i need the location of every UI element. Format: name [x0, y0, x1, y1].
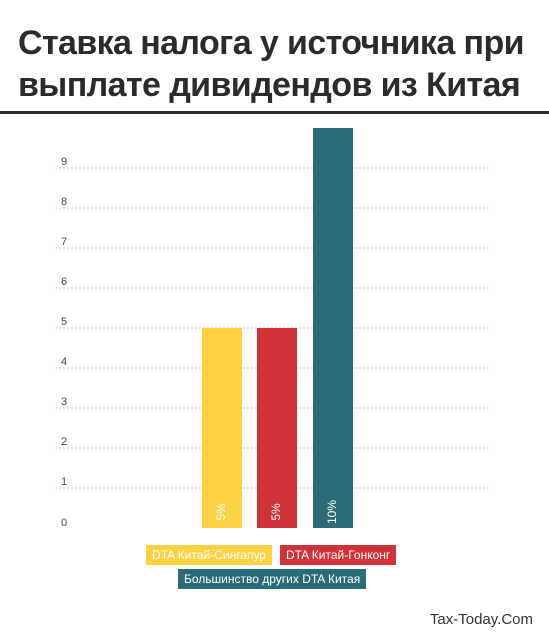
chart-title-line-1: Ставка налога у источника при: [18, 24, 525, 62]
y-tick-label-4: 4: [61, 356, 67, 368]
bar-data-label-2: 5%: [269, 503, 283, 521]
bar-data-label-1: 5%: [214, 503, 228, 521]
y-tick-label-9: 9: [61, 156, 67, 168]
legend-label-hongkong: DTA Китай-Гонконг: [286, 548, 391, 562]
bar-3: [313, 128, 353, 528]
chart-title-line-2: выплате дивидендов из Китая: [18, 66, 521, 104]
bar-2: [257, 328, 297, 528]
legend-label-other-dta: Большинство других DTA Китая: [184, 572, 361, 586]
y-tick-label-0: 0: [61, 517, 67, 529]
legend-item-other-dta: Большинство других DTA Китая: [178, 569, 367, 589]
y-tick-label-7: 7: [61, 236, 67, 248]
y-tick-label-5: 5: [61, 316, 67, 328]
legend-item-singapore: DTA Китай-Сингапур: [146, 545, 273, 565]
bar-chart: 0 1 2 3 4 5 6 7 8 9 5% 5% 10%: [55, 128, 490, 529]
legend-label-singapore: DTA Китай-Сингапур: [152, 548, 267, 562]
y-tick-label-2: 2: [61, 436, 67, 448]
legend-item-hongkong: DTA Китай-Гонконг: [280, 545, 397, 565]
chart-title: Ставка налога у источника при выплате ди…: [18, 22, 538, 106]
bar-data-label-3: 10%: [325, 500, 339, 524]
y-tick-label-8: 8: [61, 196, 67, 208]
source-credit: Tax-Today.Com: [429, 611, 533, 628]
y-tick-label-6: 6: [61, 276, 67, 288]
bar-1: [202, 328, 242, 528]
y-tick-label-3: 3: [61, 396, 67, 408]
title-divider: [0, 111, 549, 114]
y-tick-label-1: 1: [61, 476, 67, 488]
